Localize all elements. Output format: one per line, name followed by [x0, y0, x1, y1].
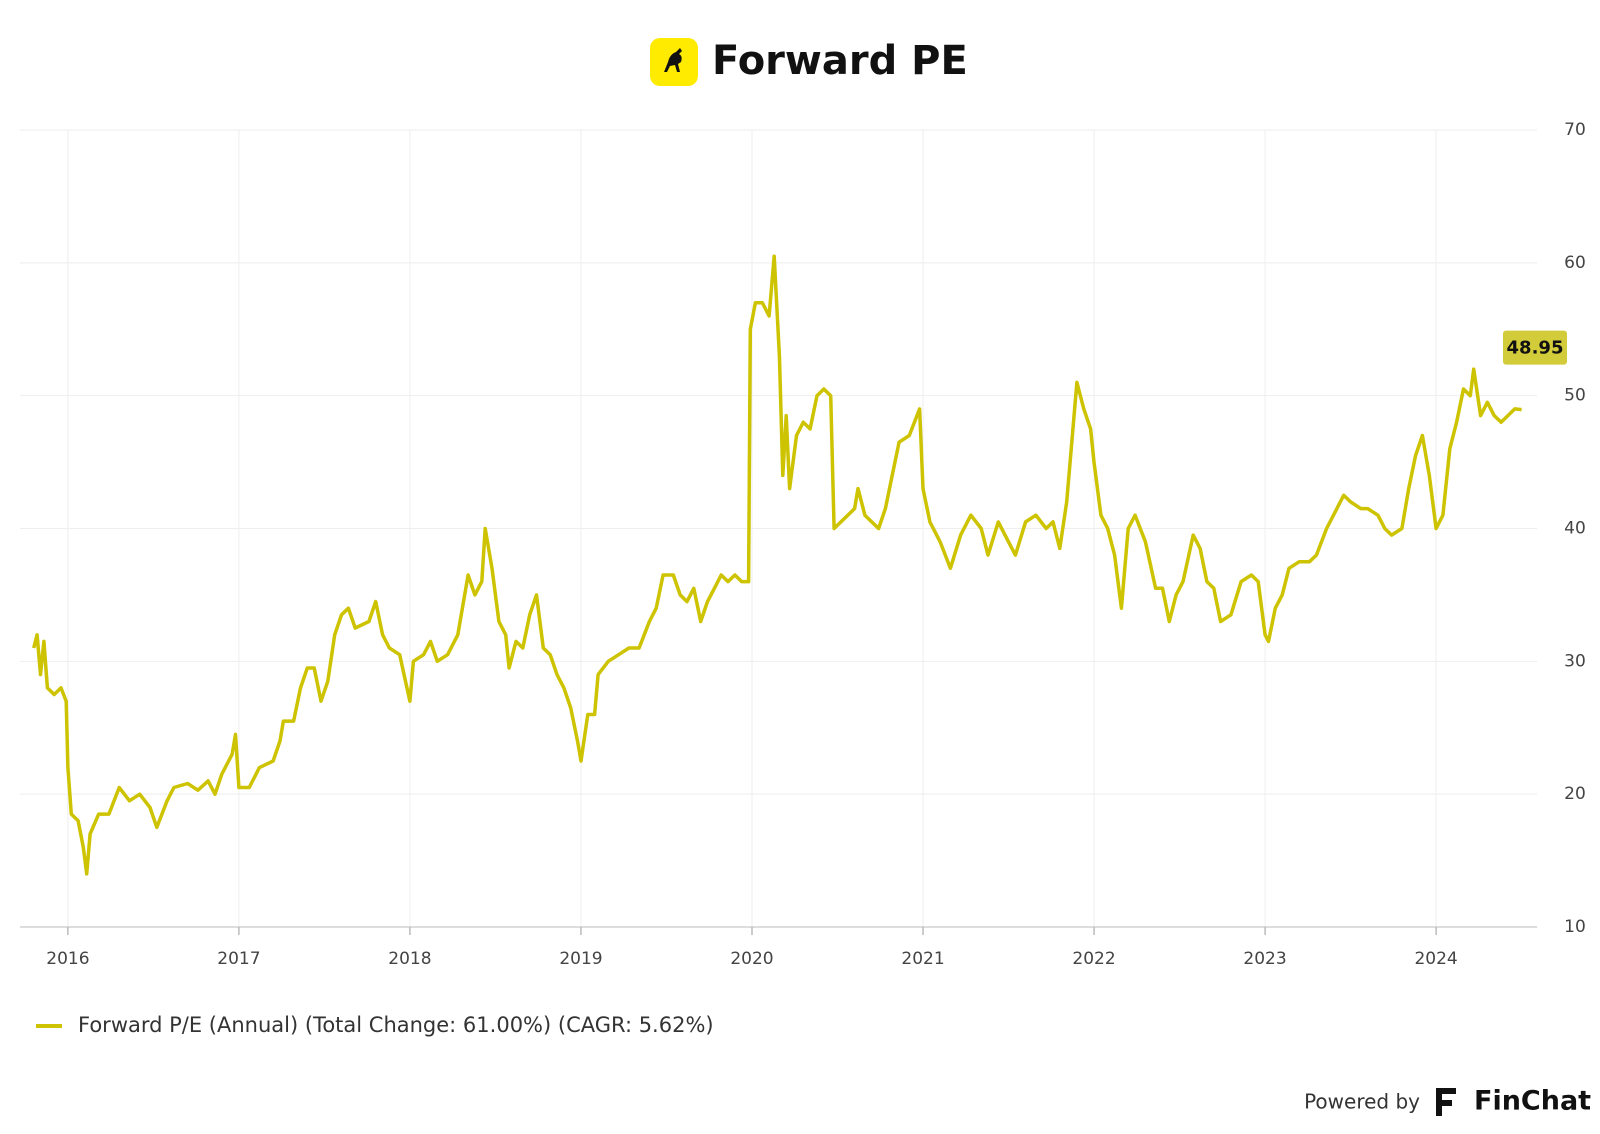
x-tick-label: 2016: [46, 949, 89, 969]
y-tick-label: 30: [1564, 651, 1586, 671]
logo: [650, 38, 698, 86]
chart-title: Forward PE: [712, 38, 968, 84]
footer-prefix: Powered by: [1304, 1090, 1420, 1114]
x-tick-label: 2017: [217, 949, 260, 969]
x-tick-label: 2021: [901, 949, 944, 969]
x-tick-label: 2023: [1243, 949, 1286, 969]
y-tick-label: 60: [1564, 253, 1586, 273]
x-tick-label: 2019: [559, 949, 602, 969]
last-value-box: [1503, 330, 1567, 365]
line: [32, 254, 1522, 876]
x-tick-label: 2018: [388, 949, 431, 969]
last-value-label: 48.95: [1507, 338, 1564, 359]
y-tick-label: 70: [1564, 120, 1586, 140]
y-tick-label: 20: [1564, 784, 1586, 804]
y-tick-label: 10: [1564, 917, 1586, 937]
x-tick-label: 2020: [730, 949, 773, 969]
legend-label: Forward P/E (Annual) (Total Change: 61.0…: [78, 1013, 714, 1037]
finchat-logo: [1436, 1088, 1456, 1116]
y-tick-label: 50: [1564, 386, 1586, 406]
x-tick-label: 2024: [1414, 949, 1457, 969]
footer-brand: FinChat: [1474, 1086, 1591, 1117]
x-tick-label: 2022: [1072, 949, 1115, 969]
y-tick-label: 40: [1564, 519, 1586, 539]
